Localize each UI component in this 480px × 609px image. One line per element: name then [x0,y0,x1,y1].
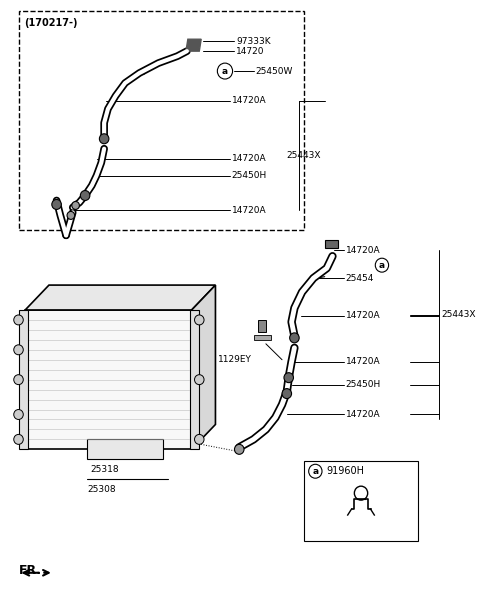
Bar [190,310,199,449]
Text: 1129EY: 1129EY [218,355,252,364]
Circle shape [80,191,90,200]
Text: 25450H: 25450H [346,380,381,389]
Text: 25308: 25308 [87,485,116,494]
Circle shape [14,345,23,355]
Text: 14720A: 14720A [346,357,381,366]
Circle shape [14,409,23,420]
Text: 14720A: 14720A [232,206,266,215]
Bar [19,12,304,230]
Circle shape [14,434,23,445]
Text: 14720: 14720 [236,47,265,55]
Circle shape [67,211,75,219]
Polygon shape [186,39,201,51]
Text: FR.: FR. [19,565,42,577]
Bar [253,335,271,340]
Text: a: a [379,261,385,270]
Text: 97333K: 97333K [236,37,271,46]
Circle shape [309,464,322,478]
Bar [87,439,163,459]
Text: 25443X: 25443X [441,311,475,320]
Circle shape [52,200,61,209]
Polygon shape [25,285,216,310]
Text: a: a [222,66,228,76]
Polygon shape [25,310,192,449]
Text: 25450H: 25450H [232,171,267,180]
Text: 14720A: 14720A [346,246,381,255]
Text: a: a [312,466,318,476]
Circle shape [289,333,299,343]
Text: 14720A: 14720A [346,311,381,320]
Circle shape [99,134,109,144]
Polygon shape [192,285,216,449]
Circle shape [194,315,204,325]
Circle shape [375,258,389,272]
Bar [304,461,418,541]
Bar [19,310,28,449]
Circle shape [194,434,204,445]
Circle shape [217,63,233,79]
Circle shape [282,389,291,398]
Text: 14720A: 14720A [232,154,266,163]
Circle shape [72,202,79,209]
Bar [258,320,266,332]
Circle shape [194,375,204,385]
Circle shape [284,373,293,382]
Text: 25318: 25318 [90,465,119,474]
Text: 91960H: 91960H [327,466,365,476]
Bar [325,241,338,248]
Text: (170217-): (170217-) [24,18,78,28]
Text: 25450W: 25450W [255,66,293,76]
Circle shape [14,375,23,385]
Circle shape [235,445,244,454]
Circle shape [14,315,23,325]
Text: 25443X: 25443X [287,151,321,160]
Text: 25454: 25454 [346,273,374,283]
Text: 14720A: 14720A [232,96,266,105]
Text: 14720A: 14720A [346,410,381,419]
